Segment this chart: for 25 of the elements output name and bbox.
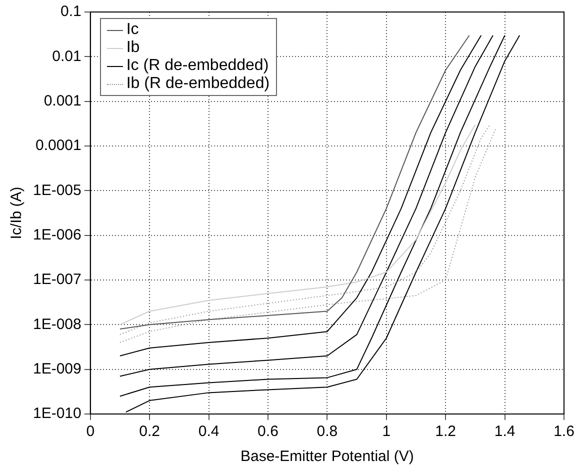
y-axis-title: Ic/Ib (A) <box>8 186 26 240</box>
y-tick-label: 1E-009 <box>32 360 82 378</box>
legend-label: Ic (R de-embedded) <box>126 57 269 75</box>
y-tick-label: 1E-005 <box>32 182 82 199</box>
x-axis-title: Base-Emitter Potential (V) <box>240 448 414 466</box>
x-tick-label: 0 <box>86 423 95 440</box>
y-tick-label: 0.0001 <box>35 137 82 154</box>
x-tick-label: 0.4 <box>198 423 220 440</box>
x-tick-label: 1 <box>382 423 391 440</box>
x-tick-label: 1.4 <box>494 423 516 440</box>
x-tick-label: 1.2 <box>435 423 456 440</box>
legend-label: Ic <box>126 21 139 39</box>
y-tick-label: 1E-010 <box>32 405 82 422</box>
legend-label: Ib (R de-embedded) <box>126 75 270 93</box>
legend-label: Ib <box>126 39 140 57</box>
x-tick-label: 1.6 <box>554 423 574 440</box>
y-tick-label: 1E-008 <box>32 316 82 333</box>
y-tick-label: 0.001 <box>44 92 82 110</box>
y-tick-label: 1E-006 <box>32 226 82 244</box>
y-tick-label: 1E-007 <box>32 271 82 288</box>
y-tick-label: 0.1 <box>60 3 82 20</box>
x-tick-label: 0.6 <box>258 423 278 440</box>
x-tick-label: 0.2 <box>139 423 160 440</box>
x-tick-label: 0.8 <box>316 423 338 440</box>
y-tick-label: 0.01 <box>52 48 82 65</box>
